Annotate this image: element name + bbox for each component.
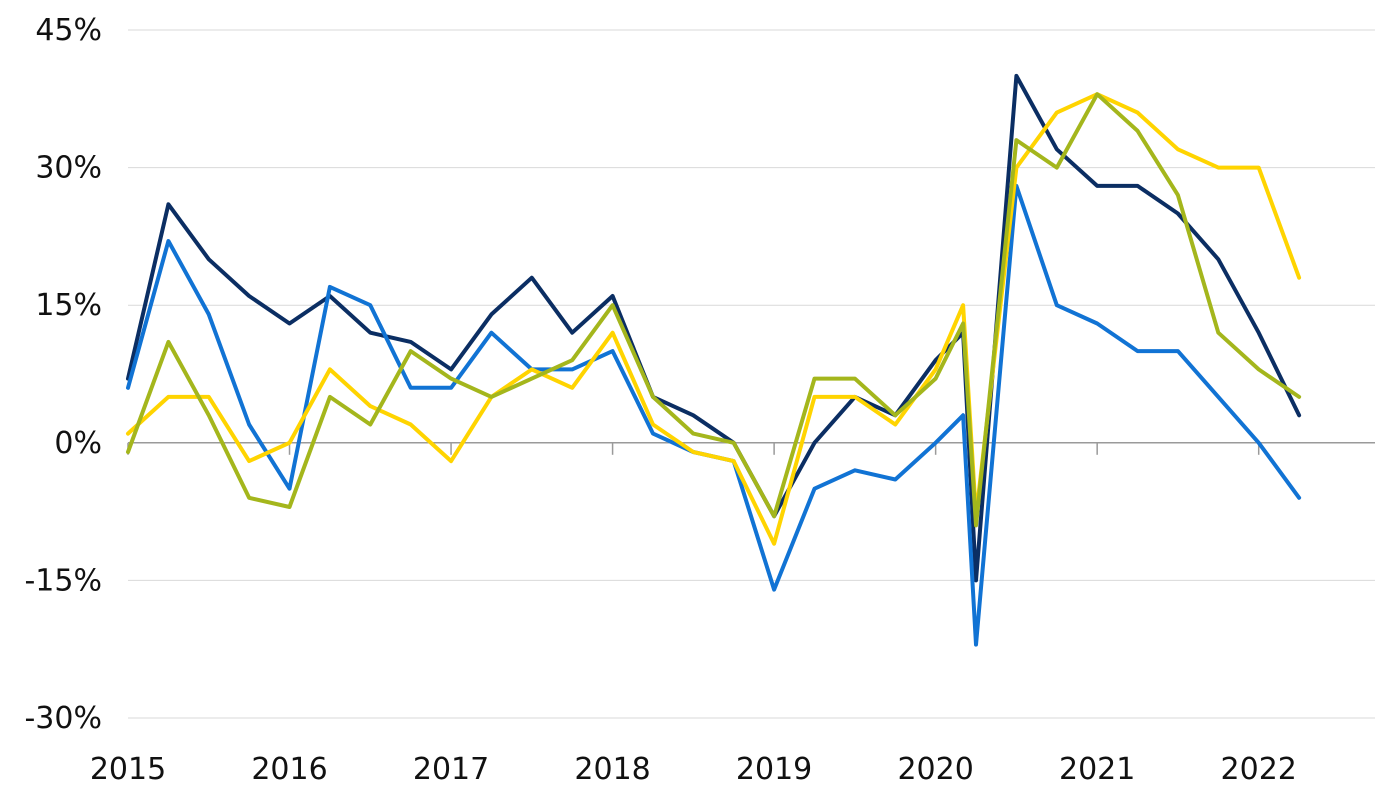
y-tick-label: 30% bbox=[35, 151, 102, 186]
series-line-4 bbox=[126, 92, 1302, 528]
x-tick-label: 2017 bbox=[413, 752, 489, 787]
x-tick-label: 2020 bbox=[897, 752, 973, 787]
series-layer bbox=[126, 73, 1302, 647]
axis-labels: 45% 30% 15% 0% -15% -30% 2015 2016 2017 2018 2019 2… bbox=[24, 13, 1296, 787]
x-tick-label: 2021 bbox=[1059, 752, 1135, 787]
y-tick-label: -30% bbox=[24, 701, 102, 736]
y-tick-label: 0% bbox=[54, 426, 102, 461]
y-tick-label: 15% bbox=[35, 288, 102, 323]
y-tick-label: 45% bbox=[35, 13, 102, 48]
x-tick-label: 2016 bbox=[251, 752, 327, 787]
x-tick-label: 2019 bbox=[736, 752, 812, 787]
x-tick-label: 2022 bbox=[1221, 752, 1297, 787]
x-tick-label: 2018 bbox=[574, 752, 650, 787]
x-tick-label: 2015 bbox=[90, 752, 166, 787]
grid-layer bbox=[127, 29, 1375, 719]
series-line-3 bbox=[126, 92, 1302, 546]
y-tick-label: -15% bbox=[24, 563, 102, 598]
series-line-1 bbox=[126, 73, 1302, 583]
